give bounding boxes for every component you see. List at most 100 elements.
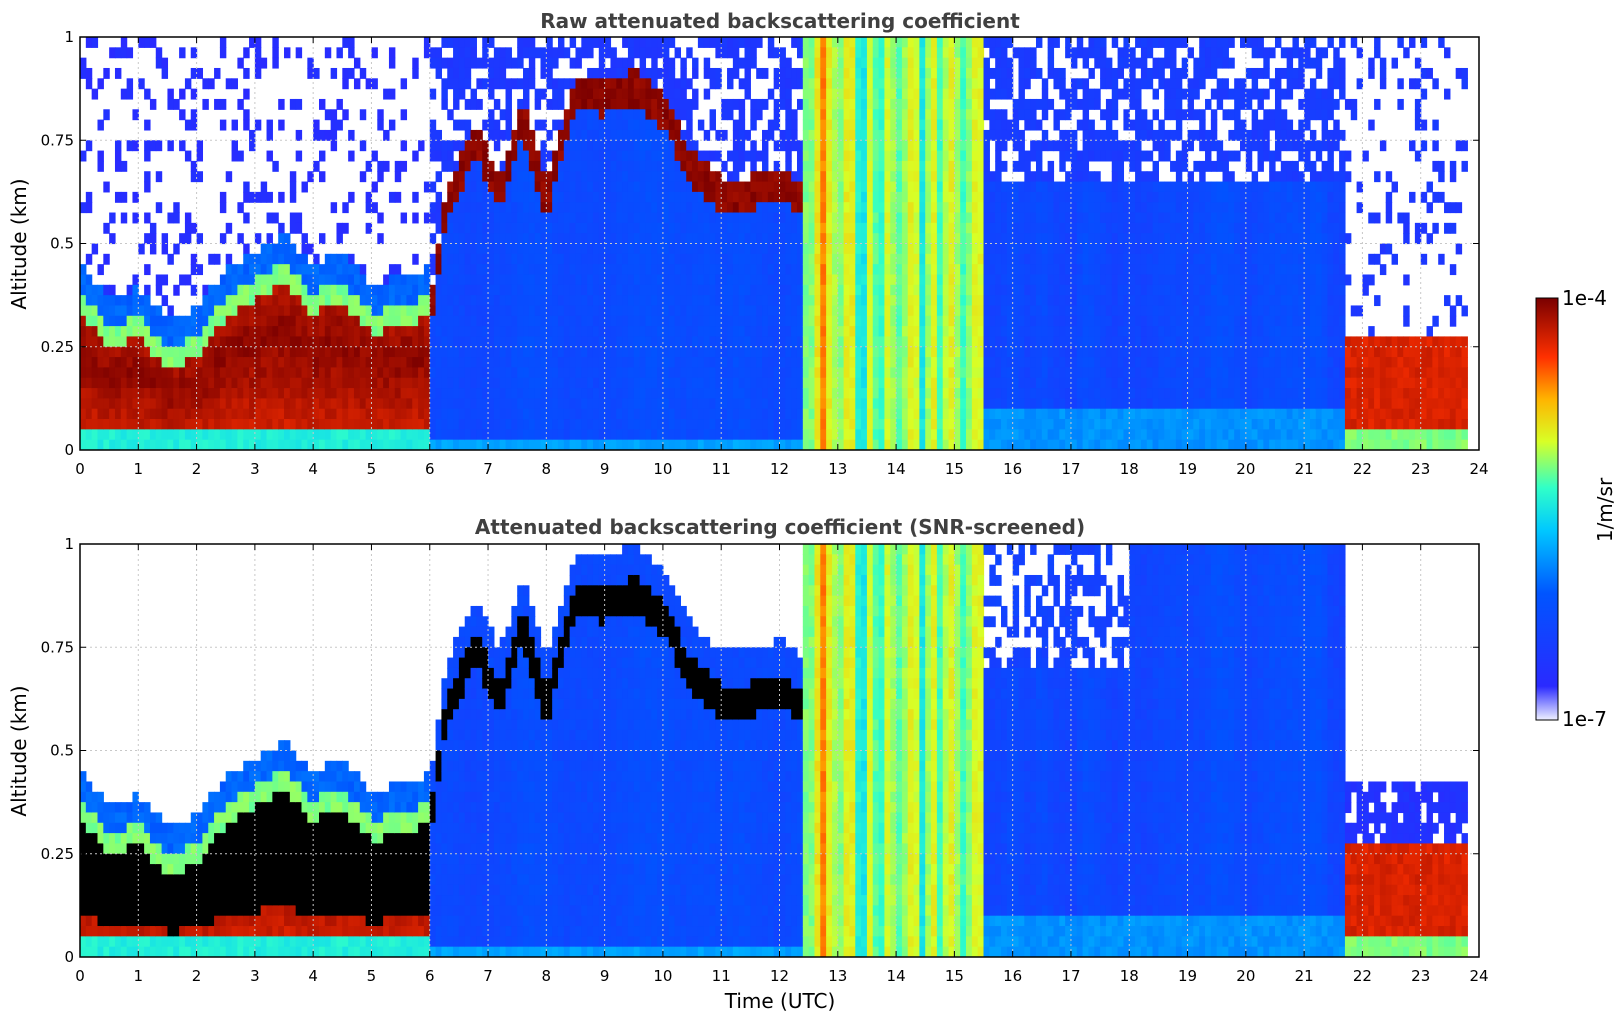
heat-cell [254,357,262,368]
heat-cell [925,295,932,307]
heat-cell [266,367,273,379]
heat-cell [249,388,256,399]
heat-cell [942,253,950,265]
heat-cell [919,284,926,296]
heat-cell [336,367,343,379]
heat-cell [627,119,635,131]
heat-cell [779,388,786,399]
heat-cell [301,398,308,410]
heat-cell [173,408,180,420]
heat-cell [662,295,670,307]
heat-cell [540,439,547,450]
heat-cell [925,253,932,265]
heat-cell [907,98,915,110]
heat-cell [406,429,413,441]
heat-cell [534,284,542,296]
heat-cell [639,284,647,296]
heat-cell [773,388,781,399]
heat-cell [546,388,553,399]
heat-cell [890,160,897,172]
heat-cell [80,377,87,389]
heat-cell [132,439,139,450]
heat-cell [861,336,868,348]
heat-cell [114,150,122,162]
heat-cell [482,367,489,379]
heat-cell [103,367,110,379]
heat-cell [779,171,786,183]
heat-cell [587,419,594,430]
heat-cell [837,181,845,193]
heat-cell [336,429,343,441]
heat-cell [523,212,530,224]
heat-cell [715,264,722,276]
heat-cell [872,305,880,317]
heat-cell [796,47,804,59]
heat-cell [756,357,763,368]
heat-cell [849,181,856,193]
heat-cell [767,439,775,450]
heat-cell [470,253,477,265]
heat-cell [732,274,740,286]
heat-cell [388,305,396,317]
heat-cell [890,315,897,327]
heat-cell [616,243,623,255]
heat-cell [831,357,839,368]
heat-cell [703,212,711,224]
heat-cell [103,253,110,265]
heat-cell [511,243,518,255]
heat-cell [890,119,897,131]
heat-cell [849,160,856,172]
heat-cell [686,305,693,317]
heat-cell [202,284,209,296]
heat-cell [353,367,361,379]
heat-cell [668,326,676,338]
heat-cell [808,212,816,224]
heat-cell [429,388,437,399]
heat-cell [697,419,705,430]
heat-cell [686,191,693,203]
heat-cell [418,398,425,410]
heat-cell [394,408,402,420]
heat-cell [587,171,594,183]
heat-cell [453,78,460,90]
heat-cell [103,181,110,193]
heat-cell [942,78,950,90]
heat-cell [831,67,839,79]
heat-cell [208,367,215,379]
heat-cell [808,388,816,399]
heat-cell [523,171,530,183]
heat-cell [109,284,116,296]
heat-cell [843,181,851,193]
heat-cell [476,367,483,379]
heat-cell [762,398,769,410]
heat-cell [773,191,781,203]
heat-cell [383,357,390,368]
heat-cell [167,398,174,410]
heat-cell [505,439,512,450]
heat-cell [849,233,856,245]
heat-cell [779,274,786,286]
heat-cell [925,160,932,172]
heat-cell [627,88,635,100]
heat-cell [1001,295,1008,307]
heat-cell [907,171,915,183]
heat-cell [785,295,792,307]
heat-cell [377,377,384,389]
heat-cell [330,315,338,327]
heat-cell [604,377,612,389]
heat-cell [458,336,466,348]
heat-cell [423,419,431,430]
heat-cell [633,398,641,410]
heat-cell [738,274,746,286]
heat-cell [831,243,839,255]
heat-cell [342,264,349,276]
heat-cell [796,439,804,450]
heat-cell [324,295,332,307]
heat-cell [686,439,693,450]
heat-cell [744,67,751,79]
heat-cell [435,408,443,420]
heat-cell [884,295,891,307]
heat-cell [388,57,396,69]
heat-cell [260,357,268,368]
heat-cell [80,67,87,79]
